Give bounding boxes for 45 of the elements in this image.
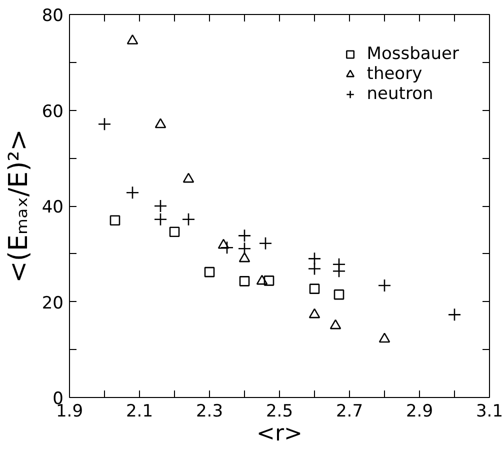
legend-label: Mossbauer (366, 44, 459, 64)
point (98, 117, 112, 131)
point (220, 241, 234, 254)
point (258, 236, 272, 250)
point (238, 229, 252, 242)
point (182, 212, 196, 226)
point (239, 276, 250, 286)
point (308, 252, 322, 266)
point (110, 215, 120, 226)
point (204, 266, 215, 278)
point (334, 289, 344, 300)
point (218, 238, 230, 249)
point (238, 252, 250, 262)
y-tick-label: 80 (42, 6, 64, 26)
point (330, 319, 342, 330)
point (256, 274, 268, 285)
x-tick-label: 2.9 (406, 402, 434, 422)
point (182, 172, 194, 183)
point (308, 262, 322, 276)
point (308, 308, 320, 318)
point (154, 118, 166, 128)
point (378, 278, 392, 292)
point (238, 242, 252, 256)
point (264, 276, 274, 286)
y-tick-label: 20 (42, 293, 64, 314)
x-tick-label: 2.3 (196, 402, 224, 422)
point (154, 199, 168, 213)
point (169, 226, 180, 237)
x-tick-label: 3.1 (476, 402, 503, 422)
y-tick-label: 60 (42, 102, 64, 122)
legend-label: theory (366, 64, 422, 84)
y-tick-label: 40 (42, 198, 64, 218)
x-tick-label: 2.7 (336, 402, 364, 422)
point (448, 308, 462, 322)
x-tick-label: 2.5 (266, 402, 294, 422)
x-tick-label: 2.1 (126, 402, 154, 422)
legend-label: neutron (366, 84, 434, 104)
point (126, 34, 138, 44)
point (332, 264, 346, 278)
point (154, 212, 168, 226)
x-axis-title: <r> (256, 422, 302, 446)
y-axis-title: <(Eₘₐₓ/E)²> (4, 129, 34, 283)
point (378, 332, 390, 343)
point (309, 284, 320, 294)
point (126, 186, 140, 200)
